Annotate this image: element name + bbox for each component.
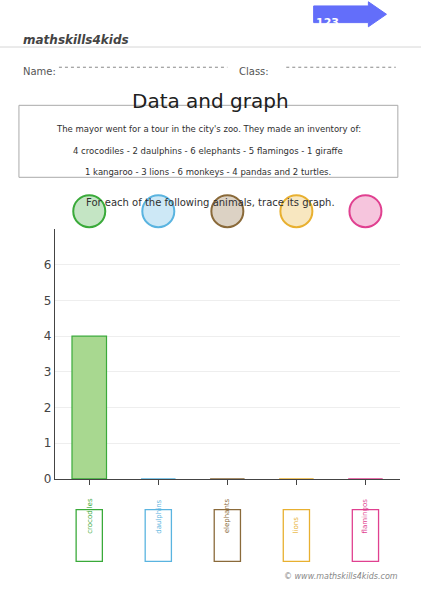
svg-text:Data and graph: Data and graph	[132, 89, 289, 113]
svg-text:flamingos: flamingos	[361, 499, 369, 534]
svg-text:6: 6	[44, 258, 52, 272]
svg-text:4: 4	[44, 329, 52, 343]
svg-text:mathskills4kids: mathskills4kids	[23, 33, 129, 47]
svg-text:123: 123	[316, 16, 339, 29]
svg-text:Name:: Name:	[23, 66, 56, 77]
svg-text:© www.mathskills4kids.com: © www.mathskills4kids.com	[284, 572, 398, 581]
svg-text:4 crocodiles - 2 daulphins - 6: 4 crocodiles - 2 daulphins - 6 elephants…	[73, 146, 343, 156]
svg-text:The mayor went for a tour in t: The mayor went for a tour in the city's …	[56, 124, 361, 134]
svg-text:elephants: elephants	[223, 498, 231, 533]
svg-text:3: 3	[44, 365, 52, 379]
svg-text:1: 1	[44, 436, 52, 450]
svg-text:lions: lions	[292, 517, 300, 534]
svg-text:For each of the following anim: For each of the following animals, trace…	[86, 197, 335, 208]
svg-text:1 kangaroo - 3 lions - 6 monke: 1 kangaroo - 3 lions - 6 monkeys - 4 pan…	[85, 167, 331, 177]
svg-text:2: 2	[44, 401, 52, 415]
svg-text:daulphins: daulphins	[155, 499, 163, 533]
svg-text:crocodiles: crocodiles	[86, 498, 94, 534]
svg-text:0: 0	[44, 472, 52, 486]
svg-text:Class:: Class:	[239, 66, 269, 77]
svg-text:5: 5	[44, 294, 52, 308]
